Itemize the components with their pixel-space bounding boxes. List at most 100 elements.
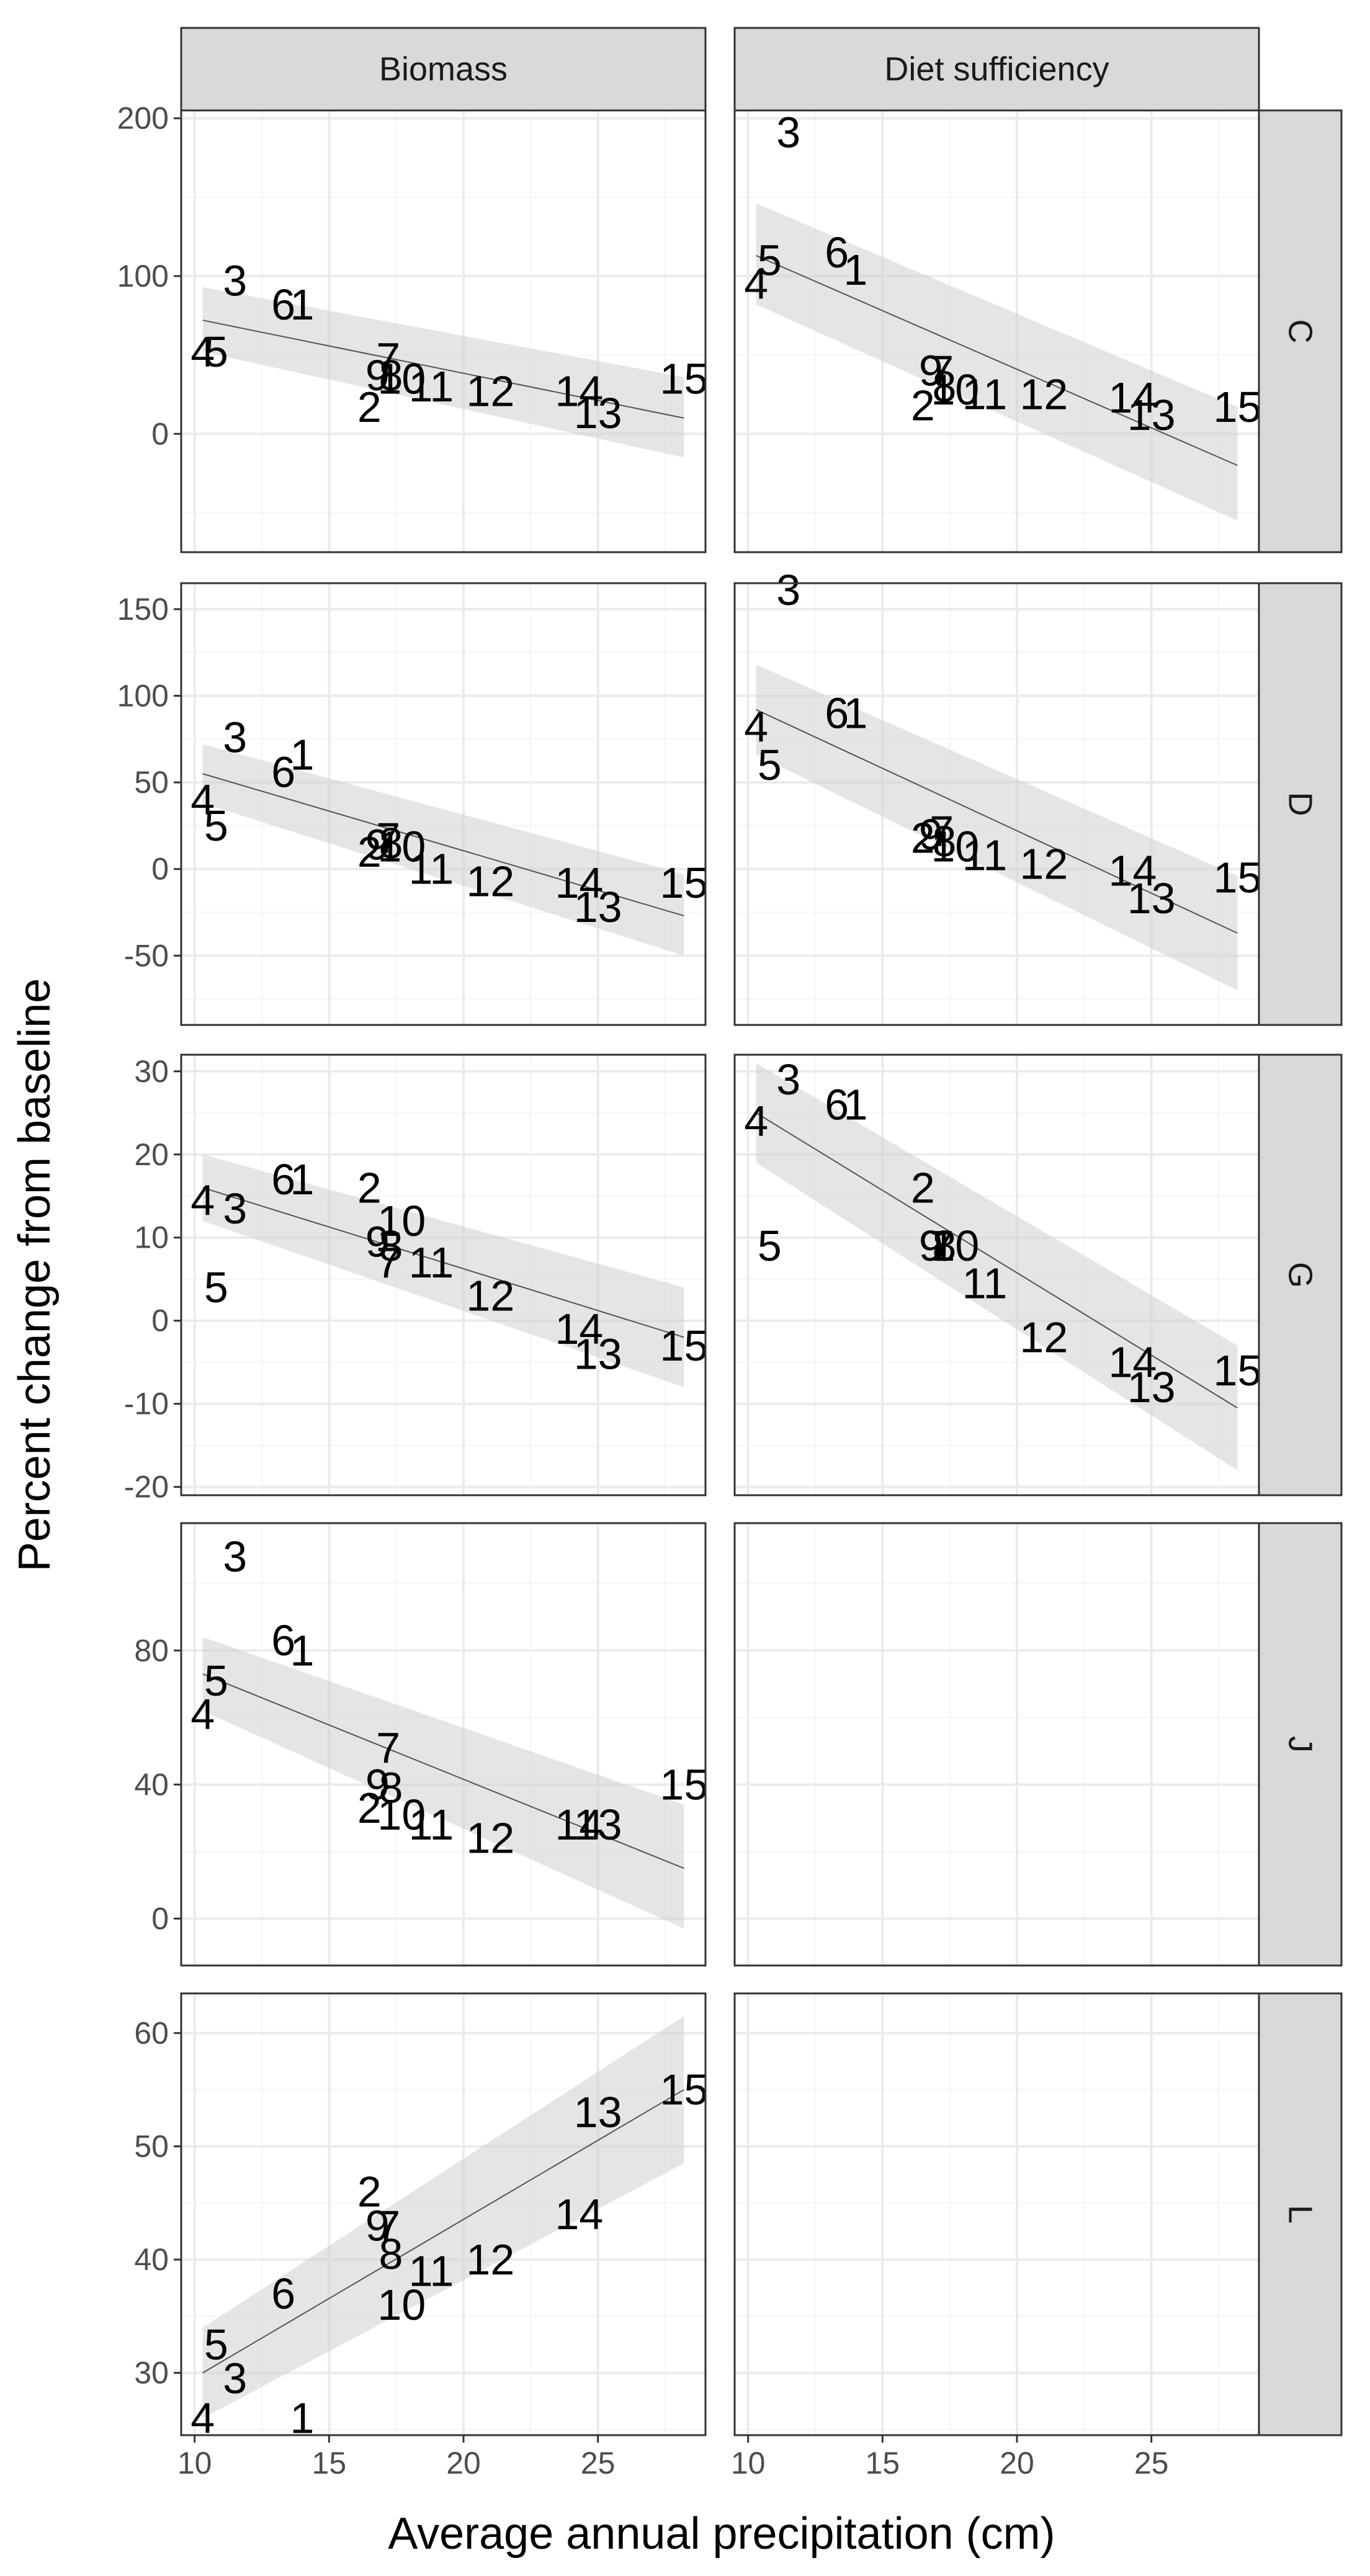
row-strip-label-L: L: [1282, 2205, 1319, 2224]
row-strip-label-D: D: [1282, 792, 1319, 816]
point-label-3: 3: [776, 566, 800, 614]
point-label-8: 8: [933, 1222, 957, 1270]
row-strip-D: [1258, 582, 1343, 1026]
point-label-11: 11: [409, 1238, 454, 1287]
point-label-9: 9: [919, 347, 943, 395]
point-label-12: 12: [1019, 1313, 1068, 1361]
point-label-9: 9: [365, 821, 390, 869]
point-label-11: 11: [962, 1259, 1008, 1307]
panel-border: [180, 1522, 707, 1967]
regression-line: [756, 709, 1238, 934]
regression-line: [756, 1112, 1238, 1409]
point-label-12: 12: [466, 1271, 514, 1320]
y-tick-label-D-1: 0: [151, 852, 169, 887]
row-strip-J: [1258, 1522, 1343, 1967]
point-label-14: 14: [555, 1305, 603, 1353]
row-strip-label-J: J: [1282, 1736, 1319, 1753]
panel-border: [180, 582, 707, 1026]
col-strip-0: [180, 27, 707, 112]
panel-background: [735, 1523, 1259, 1966]
point-label-11: 11: [962, 370, 1008, 419]
regression-line: [202, 1673, 684, 1869]
y-tick-label-D-3: 100: [117, 678, 169, 713]
y-tick-label-G-1: -10: [124, 1387, 169, 1421]
point-label-10: 10: [377, 2281, 426, 2329]
y-tick-label-D-2: 50: [134, 765, 169, 800]
regression-line: [202, 1187, 684, 1338]
point-label-7: 7: [929, 1222, 954, 1270]
point-label-10: 10: [931, 1222, 979, 1270]
panel-border: [733, 1992, 1260, 2436]
point-label-8: 8: [379, 819, 403, 867]
regression-line: [202, 773, 684, 917]
y-tick-label-C-0: 0: [151, 416, 169, 451]
point-label-3: 3: [223, 1532, 247, 1581]
panel-L-1: [733, 1992, 1260, 2436]
panel-border: [180, 1992, 707, 2436]
point-label-14: 14: [1108, 846, 1157, 895]
point-label-8: 8: [379, 1764, 403, 1812]
panel-border: [733, 582, 1260, 1026]
point-label-12: 12: [1019, 370, 1068, 419]
point-label-5: 5: [204, 802, 228, 850]
point-label-15: 15: [660, 2065, 708, 2114]
regression-line: [756, 255, 1238, 467]
point-label-9: 9: [919, 810, 943, 859]
point-label-5: 5: [758, 741, 782, 789]
point-label-1: 1: [290, 280, 315, 329]
point-label-10: 10: [931, 822, 979, 870]
panel-J-1: [733, 1522, 1260, 1967]
y-tick-label-G-4: 20: [134, 1137, 169, 1172]
y-tick-label-C-2: 200: [117, 101, 169, 136]
point-label-8: 8: [933, 362, 957, 411]
point-label-13: 13: [1127, 1363, 1176, 1411]
x-tick-label-1-3: 25: [1134, 2446, 1169, 2480]
point-label-11: 11: [409, 2247, 454, 2295]
point-label-4: 4: [744, 703, 768, 751]
row-strip-L: [1258, 1992, 1343, 2436]
y-tick-label-J-0: 0: [151, 1901, 169, 1936]
point-label-15: 15: [660, 1322, 708, 1370]
point-label-2: 2: [911, 813, 935, 862]
point-label-14: 14: [1108, 1338, 1157, 1387]
y-tick-label-J-1: 40: [134, 1767, 169, 1802]
point-label-13: 13: [1127, 391, 1176, 439]
point-label-3: 3: [223, 713, 247, 762]
row-strip-G: [1258, 1053, 1343, 1496]
point-label-12: 12: [466, 1814, 514, 1863]
point-label-12: 12: [466, 2235, 514, 2284]
point-label-5: 5: [758, 1222, 782, 1270]
point-label-3: 3: [223, 2355, 247, 2403]
point-label-3: 3: [776, 1055, 800, 1104]
y-axis-title: Percent change from baseline: [10, 978, 60, 1572]
panel-border: [180, 109, 707, 553]
row-strip-label-C: C: [1282, 320, 1319, 344]
point-label-2: 2: [911, 382, 935, 430]
point-label-10: 10: [377, 354, 426, 403]
y-tick-label-L-2: 50: [134, 2129, 169, 2163]
point-label-15: 15: [660, 354, 708, 403]
y-tick-label-L-3: 60: [134, 2016, 169, 2051]
y-tick-label-G-3: 10: [134, 1220, 169, 1255]
y-tick-label-G-0: -20: [124, 1470, 169, 1505]
col-strip-label-1: Diet sufficiency: [884, 51, 1109, 88]
point-label-5: 5: [758, 236, 782, 285]
y-tick-label-J-2: 80: [134, 1633, 169, 1668]
point-label-2: 2: [357, 2167, 382, 2216]
point-label-12: 12: [466, 367, 514, 416]
point-label-12: 12: [466, 857, 514, 905]
point-label-1: 1: [290, 730, 315, 779]
point-label-11: 11: [409, 845, 454, 893]
point-label-7: 7: [376, 1724, 400, 1772]
confidence-ribbon: [202, 1637, 684, 1929]
point-label-11: 11: [409, 362, 454, 411]
point-label-3: 3: [223, 257, 247, 305]
x-axis-title: Average annual precipitation (cm): [388, 2509, 1055, 2559]
confidence-ribbon: [756, 664, 1238, 991]
y-tick-label-C-1: 100: [117, 259, 169, 293]
x-tick-label-1-1: 15: [866, 2446, 900, 2480]
point-label-7: 7: [376, 334, 400, 382]
point-label-5: 5: [204, 1263, 228, 1312]
